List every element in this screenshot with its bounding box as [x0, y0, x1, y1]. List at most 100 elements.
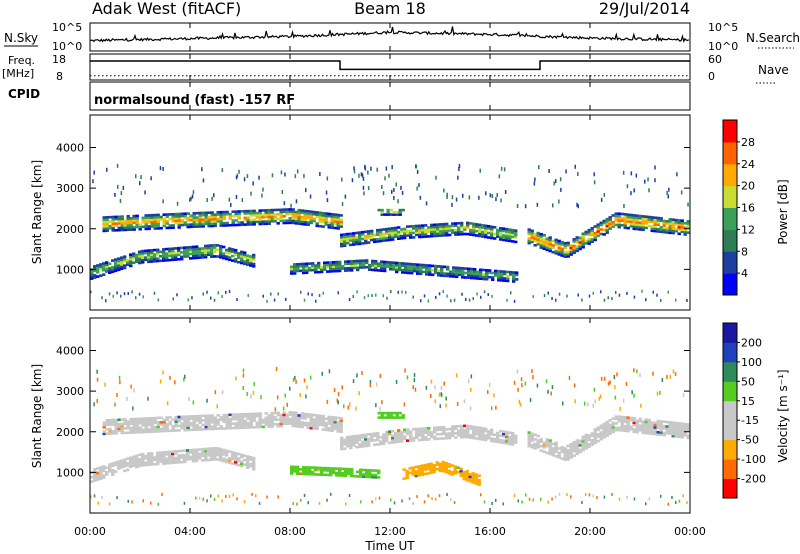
data-cell: [231, 457, 235, 461]
data-cell: [422, 270, 426, 274]
data-cell: [545, 248, 549, 252]
data-cell: [423, 466, 427, 469]
data-cell: [454, 222, 458, 225]
data-cell: [356, 259, 360, 263]
data-cell: [433, 428, 437, 432]
data-cell: [557, 242, 561, 245]
data-cell: [623, 219, 627, 223]
data-cell: [116, 393, 118, 397]
data-cell: [144, 251, 148, 255]
data-cell: [135, 459, 139, 462]
data-cell: [370, 232, 374, 235]
data-cell: [380, 208, 384, 212]
data-cell: [608, 430, 612, 433]
data-cell: [168, 457, 172, 460]
data-cell: [159, 427, 163, 431]
data-cell: [674, 223, 678, 226]
data-cell: [358, 242, 362, 246]
data-cell: [135, 174, 137, 179]
data-cell: [457, 230, 461, 234]
data-cell: [105, 265, 109, 269]
data-cell: [147, 430, 151, 434]
data-cell: [171, 454, 175, 458]
data-cell: [312, 413, 316, 417]
data-cell: [647, 429, 651, 433]
data-cell: [577, 293, 579, 297]
data-cell: [460, 429, 464, 432]
data-cell: [493, 237, 497, 240]
data-cell: [348, 298, 351, 301]
data-cell: [150, 251, 154, 254]
data-cell: [162, 462, 166, 465]
data-cell: [394, 436, 398, 439]
data-cell: [572, 244, 576, 248]
data-cell: [183, 456, 187, 459]
data-cell: [475, 428, 479, 431]
data-cell: [132, 261, 136, 264]
data-cell: [177, 461, 181, 464]
data-cell: [177, 417, 181, 421]
data-cell: [285, 422, 289, 425]
data-cell: [474, 473, 478, 476]
data-cell: [171, 247, 175, 250]
data-cell: [683, 222, 687, 225]
data-cell: [273, 418, 277, 421]
data-cell: [393, 187, 395, 192]
data-cell: [412, 436, 416, 440]
data-cell: [114, 269, 118, 273]
data-cell: [440, 267, 444, 271]
data-cell: [572, 441, 576, 444]
data-cell: [294, 213, 298, 216]
data-cell: [114, 429, 118, 433]
data-cell: [283, 201, 286, 206]
data-cell: [644, 215, 648, 218]
data-cell: [210, 458, 214, 461]
data-cell: [602, 422, 606, 426]
data-cell: [123, 219, 127, 223]
data-cell: [407, 271, 411, 275]
data-cell: [376, 431, 380, 435]
data-cell: [421, 429, 425, 433]
data-cell: [386, 211, 390, 214]
data-cell: [433, 437, 437, 441]
data-cell: [242, 386, 244, 390]
data-cell: [536, 434, 540, 438]
data-cell: [395, 268, 399, 271]
data-cell: [123, 422, 127, 426]
data-cell: [388, 227, 392, 230]
data-cell: [141, 459, 145, 463]
data-cell: [303, 223, 307, 226]
data-cell: [312, 210, 316, 214]
colorbar-tick-label: -15: [741, 414, 759, 427]
data-cell: [105, 268, 109, 271]
data-cell: [674, 221, 678, 224]
data-cell: [144, 417, 148, 420]
data-cell: [358, 240, 362, 243]
data-cell: [246, 209, 250, 213]
data-cell: [347, 467, 351, 471]
data-cell: [172, 297, 174, 301]
data-cell: [367, 186, 370, 191]
data-cell: [324, 428, 328, 432]
data-cell: [228, 249, 232, 253]
data-cell: [192, 218, 196, 222]
data-cell: [324, 421, 328, 425]
data-cell: [189, 197, 191, 202]
noise-panel: N.Sky 10^5 10^0 10^5 10^0 N.Search: [4, 21, 800, 53]
data-cell: [341, 474, 345, 477]
data-cell: [554, 249, 558, 253]
data-cell: [468, 379, 470, 384]
data-cell: [213, 416, 217, 419]
data-cell: [599, 228, 603, 231]
data-cell: [450, 464, 454, 467]
data-cell: [204, 423, 208, 426]
data-cell: [282, 415, 286, 419]
data-cell: [376, 167, 378, 172]
data-cell: [338, 474, 342, 477]
data-cell: [300, 222, 304, 226]
data-cell: [527, 241, 531, 245]
data-cell: [480, 295, 482, 299]
data-cell: [314, 270, 318, 274]
data-cell: [596, 433, 600, 436]
data-cell: [228, 422, 232, 426]
